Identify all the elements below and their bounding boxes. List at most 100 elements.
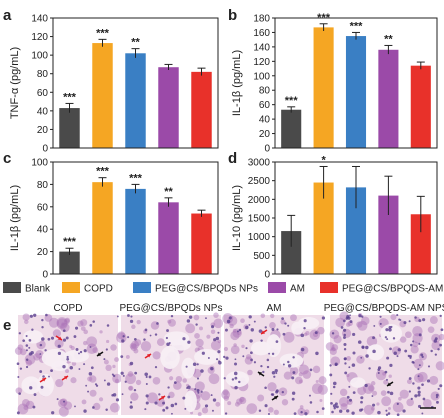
cell-nucleus	[250, 328, 254, 332]
plot-frame	[52, 17, 219, 149]
cell-nucleus	[282, 332, 286, 336]
significance-label: ***	[285, 95, 299, 107]
cell-nucleus	[41, 318, 44, 322]
cell-nucleus	[365, 345, 369, 350]
tissue-blob	[77, 320, 84, 327]
y-tick-label: 160	[253, 28, 270, 39]
cell-nucleus	[197, 391, 200, 394]
cell-nucleus	[360, 396, 364, 400]
cell-nucleus	[182, 337, 186, 341]
tissue-blob	[195, 338, 204, 348]
y-tick-label: 1000	[248, 232, 271, 243]
tissue-blob	[298, 364, 310, 375]
tissue-blob	[167, 319, 172, 324]
cell-nucleus	[74, 405, 76, 408]
tissue-blob	[103, 359, 109, 365]
cell-nucleus	[390, 325, 393, 328]
y-tick-label: 140	[253, 42, 270, 53]
cell-nucleus	[300, 411, 303, 414]
y-tick-label: 2500	[248, 176, 271, 187]
cell-nucleus	[88, 372, 93, 376]
legend-swatch-am	[268, 282, 286, 293]
y-axis-label: TNF-α (pg/mL)	[9, 47, 21, 119]
cell-nucleus	[30, 351, 34, 355]
cell-nucleus	[270, 393, 274, 396]
cell-nucleus	[343, 336, 346, 339]
micrograph-image	[116, 312, 224, 417]
cell-nucleus	[120, 371, 124, 375]
tissue-blob	[429, 375, 439, 385]
tissue-blob	[93, 402, 101, 411]
tissue-blob	[86, 336, 98, 347]
alveolar-space	[51, 360, 69, 372]
y-tick-label: 100	[31, 158, 48, 169]
cell-nucleus	[410, 397, 413, 401]
cell-nucleus	[103, 379, 106, 382]
tissue-blob	[200, 391, 211, 401]
cell-nucleus	[250, 351, 253, 355]
cell-nucleus	[264, 404, 268, 408]
tissue-blob	[112, 364, 116, 369]
cell-nucleus	[253, 320, 256, 323]
cell-nucleus	[106, 324, 110, 327]
tissue-blob	[412, 341, 419, 348]
tissue-blob	[289, 366, 299, 376]
legend-label-blank: Blank	[25, 284, 51, 295]
bar-peg_np	[345, 187, 367, 274]
cell-nucleus	[127, 336, 130, 339]
alveolar-space	[37, 373, 55, 397]
cell-nucleus	[357, 340, 362, 344]
cell-nucleus	[245, 325, 249, 330]
micrograph-title: PEG@CS/BPQDs NPs	[120, 303, 223, 314]
tissue-blob	[399, 336, 407, 343]
cell-nucleus	[344, 371, 348, 375]
significance-label: ***	[129, 172, 143, 184]
y-tick-label: 20	[37, 125, 49, 136]
cell-nucleus	[396, 314, 399, 317]
cell-nucleus	[143, 338, 146, 341]
y-axis-label: IL-1β (pg/mL)	[9, 185, 21, 251]
y-tick-label: 140	[31, 14, 48, 25]
cell-nucleus	[365, 354, 369, 358]
arrow-head	[161, 396, 165, 400]
cell-nucleus	[440, 328, 444, 332]
tissue-blob	[330, 346, 336, 352]
tissue-blob	[17, 403, 29, 415]
bar-peg_np	[125, 53, 146, 148]
bar-copd	[92, 182, 113, 274]
cell-nucleus	[433, 339, 437, 343]
y-tick-label: 20	[37, 247, 49, 258]
cell-nucleus	[385, 409, 388, 412]
cell-nucleus	[386, 338, 389, 341]
tissue-blob	[222, 313, 234, 324]
cell-nucleus	[439, 314, 442, 318]
tissue-blob	[197, 412, 202, 417]
tissue-blob	[56, 318, 68, 330]
tissue-blob	[427, 326, 435, 334]
y-tick-label: 100	[253, 71, 270, 82]
cell-nucleus	[211, 325, 215, 329]
cell-nucleus	[41, 326, 44, 329]
tissue-blob	[133, 348, 139, 354]
tissue-blob	[221, 390, 231, 400]
cell-nucleus	[348, 385, 351, 388]
cell-nucleus	[47, 337, 51, 341]
tissue-blob	[114, 378, 120, 384]
bar-am	[378, 49, 399, 148]
cell-nucleus	[194, 388, 197, 391]
tissue-blob	[136, 319, 141, 325]
cell-nucleus	[276, 328, 279, 331]
cell-nucleus	[103, 358, 106, 361]
alveolar-space	[181, 357, 195, 379]
y-tick-label: 40	[37, 225, 49, 236]
cell-nucleus	[224, 412, 228, 415]
cell-nucleus	[408, 377, 412, 380]
tissue-blob	[410, 345, 419, 354]
tissue-blob	[333, 335, 342, 344]
tissue-blob	[185, 323, 196, 334]
cell-nucleus	[65, 336, 69, 340]
tissue-blob	[194, 332, 200, 339]
cell-nucleus	[292, 371, 296, 374]
